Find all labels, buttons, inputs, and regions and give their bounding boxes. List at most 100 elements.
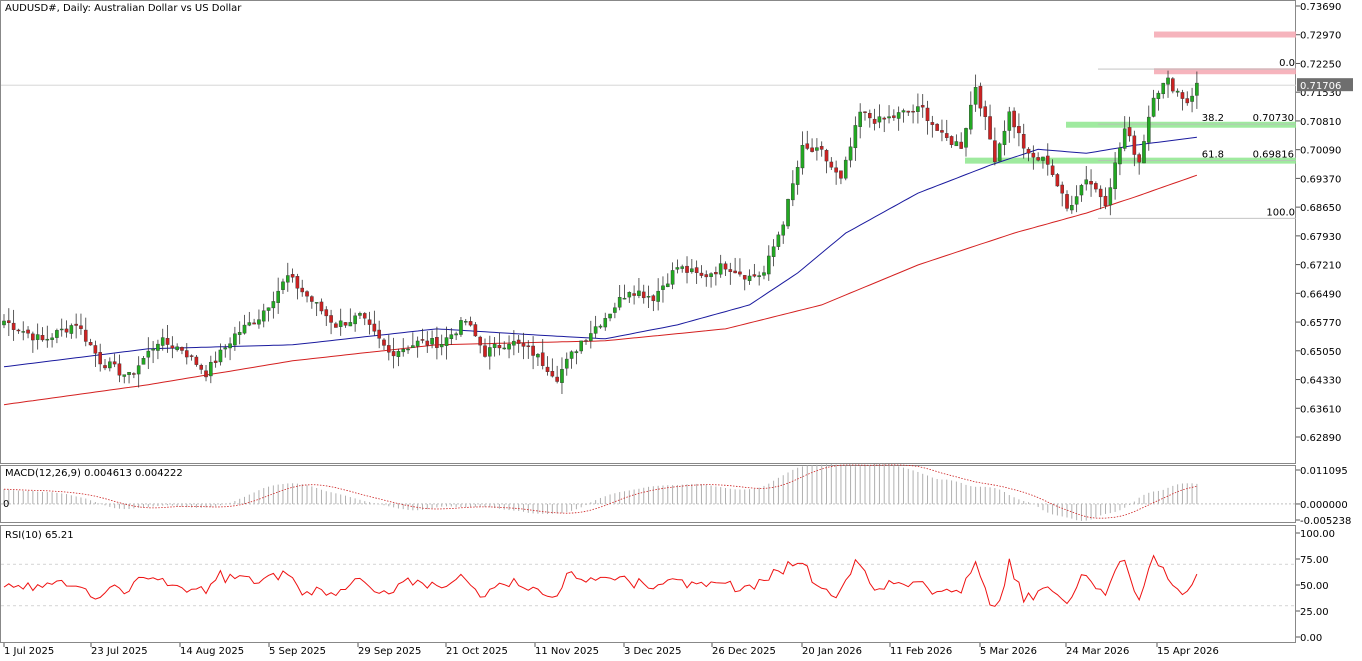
candle-body xyxy=(492,343,497,348)
candle-body xyxy=(738,271,742,275)
candle-body xyxy=(204,370,208,378)
candle-body xyxy=(281,281,285,290)
time-tick-label: 5 Mar 2026 xyxy=(980,646,1037,657)
candle-body xyxy=(829,161,834,168)
price-tick-label: 0.62890 xyxy=(1300,433,1341,444)
rsi-tick-label: 25.00 xyxy=(1300,607,1329,618)
candle-body xyxy=(800,145,805,169)
candle-body xyxy=(189,355,194,357)
fib-level-label: 61.8 xyxy=(1202,150,1224,161)
candle-body xyxy=(973,87,978,105)
candle-body xyxy=(7,320,11,323)
candle-body xyxy=(584,340,588,342)
candle-body xyxy=(526,345,531,347)
ma-fast-line xyxy=(3,136,1197,368)
candle-body xyxy=(1113,162,1117,190)
candle-body xyxy=(877,116,882,123)
candle-body xyxy=(911,110,915,113)
candle-body xyxy=(1180,92,1185,99)
candle-body xyxy=(411,345,415,348)
candle-body xyxy=(420,339,425,341)
candle-body xyxy=(64,328,69,333)
candle-body xyxy=(993,140,997,163)
candle-body xyxy=(791,183,795,201)
candle-body xyxy=(613,307,617,313)
candle-body xyxy=(1142,141,1146,164)
candle-body xyxy=(1002,130,1007,145)
candle-body xyxy=(1089,181,1093,185)
candle-body xyxy=(290,274,295,278)
rsi-tick-label: 75.00 xyxy=(1300,555,1329,566)
candle-body xyxy=(983,106,988,117)
time-tick-label: 1 Jul 2025 xyxy=(4,646,54,657)
price-tick-label: 0.72250 xyxy=(1300,59,1341,70)
candle-body xyxy=(343,322,348,326)
candle-body xyxy=(680,266,685,269)
candle-body xyxy=(1122,128,1127,149)
candle-body xyxy=(257,319,261,325)
candle-body xyxy=(16,329,21,332)
candle-body xyxy=(564,358,569,369)
candle-body xyxy=(233,333,237,346)
candle-body xyxy=(699,272,704,276)
candle-body xyxy=(1026,148,1031,154)
candle-body xyxy=(184,350,189,358)
candle-body xyxy=(608,313,612,319)
candle-body xyxy=(415,340,420,347)
candle-body xyxy=(439,344,444,348)
candle-body xyxy=(112,361,117,365)
candle-body xyxy=(516,339,521,344)
candle-body xyxy=(1065,194,1069,209)
candle-body xyxy=(1041,156,1045,161)
candle-body xyxy=(444,337,449,346)
candle-body xyxy=(868,113,872,119)
time-tick-label: 29 Sep 2025 xyxy=(358,646,421,657)
candle-body xyxy=(964,128,968,148)
macd-pane-frame xyxy=(0,465,1296,523)
candle-body xyxy=(156,343,160,351)
candle-body xyxy=(781,224,786,236)
current-price-label: 0.71706 xyxy=(1300,81,1341,92)
candle-body xyxy=(108,361,112,369)
chart-title: AUDUSD#, Daily: Australian Dollar vs US … xyxy=(5,3,242,14)
candle-body xyxy=(295,276,300,289)
candle-body xyxy=(430,338,434,345)
candle-body xyxy=(1175,90,1180,93)
candles-layer xyxy=(2,70,1199,395)
candle-body xyxy=(285,275,290,283)
candle-body xyxy=(93,345,98,354)
candle-body xyxy=(858,111,862,127)
candle-body xyxy=(651,295,656,302)
candle-body xyxy=(50,337,54,340)
price-axis: 0.73690 0.72970 0.72250 0.71530 0.70810 0.700… xyxy=(1296,2,1353,444)
price-tick-label: 0.72970 xyxy=(1300,31,1341,42)
candle-body xyxy=(896,112,901,119)
candle-body xyxy=(175,346,179,351)
candle-body xyxy=(882,117,887,120)
rsi-tick-label: 50.00 xyxy=(1300,581,1329,592)
candle-body xyxy=(117,363,122,376)
candle-body xyxy=(521,343,526,347)
candle-body xyxy=(569,351,574,359)
candle-body xyxy=(213,360,218,363)
candle-body xyxy=(1146,116,1151,143)
candle-body xyxy=(1161,82,1166,95)
candle-body xyxy=(237,332,242,335)
candle-body xyxy=(1132,135,1137,155)
candle-body xyxy=(593,326,598,334)
candle-body xyxy=(685,265,689,273)
rsi-label: RSI(10) 65.21 xyxy=(5,530,74,541)
candle-body xyxy=(723,263,728,270)
candle-body xyxy=(319,301,324,312)
candle-body xyxy=(641,291,646,299)
candle-body xyxy=(151,348,155,351)
candle-body xyxy=(839,170,843,179)
candle-body xyxy=(1070,205,1074,211)
candle-body xyxy=(170,345,175,349)
candle-body xyxy=(1185,98,1190,104)
candle-body xyxy=(502,347,507,350)
candle-body xyxy=(589,333,593,341)
candle-body xyxy=(536,354,540,358)
macd-layer: 0.011095 0.000000 -0.005238 0 xyxy=(1,463,1351,527)
time-tick-label: 21 Oct 2025 xyxy=(446,646,508,657)
